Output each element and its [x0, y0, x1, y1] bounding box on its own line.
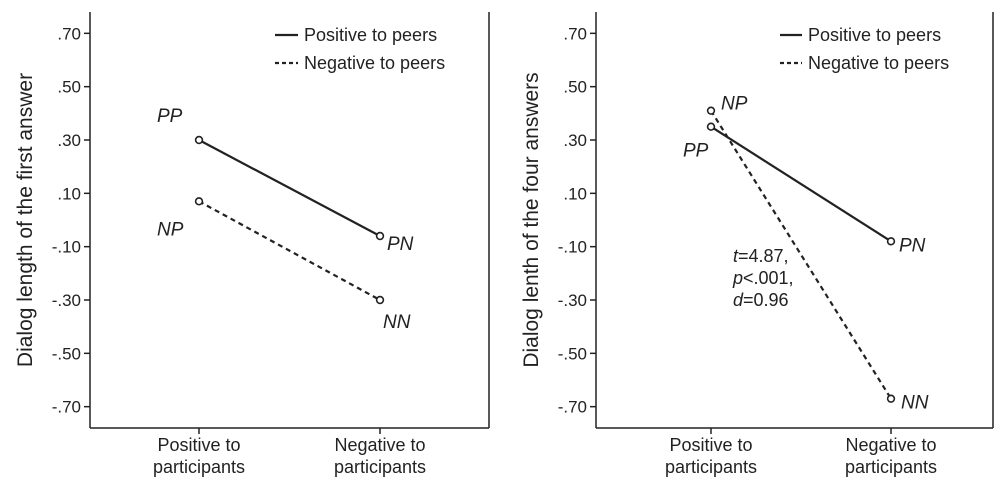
legend-label-1: Positive to peers — [304, 25, 437, 45]
stat-annotation-symbol: t — [733, 246, 739, 266]
point-label-nn: NN — [383, 312, 411, 333]
y-tick-label: -.70 — [52, 398, 81, 417]
point-label-nn: NN — [901, 393, 929, 414]
y-axis-label: Dialog lenth of the four answers — [520, 72, 543, 367]
legend-label-1: Positive to peers — [808, 25, 941, 45]
point-label-pn: PN — [899, 235, 926, 256]
data-point-np — [706, 106, 716, 115]
x-tick-label-line: Negative to — [845, 435, 936, 455]
data-point-nn — [886, 394, 896, 403]
y-axis-label: Dialog length of the first answer — [14, 73, 37, 367]
y-tick-label: -.50 — [52, 344, 81, 363]
legend-label-2: Negative to peers — [304, 53, 445, 73]
x-tick-label-line: Positive to — [157, 435, 240, 455]
stat-annotation-line: p<.001, — [732, 268, 794, 288]
y-tick-label: .10 — [57, 184, 81, 203]
y-tick-label: -.10 — [558, 238, 587, 257]
y-tick-label: .30 — [57, 131, 81, 150]
series-line-1 — [198, 139, 381, 237]
x-tick-label-line: Negative to — [334, 435, 425, 455]
y-tick-label: -.70 — [558, 398, 587, 417]
point-label-np: NP — [721, 94, 748, 115]
data-point-pp — [194, 135, 204, 145]
y-tick-label: -.10 — [52, 238, 81, 257]
stat-annotation-value: =4.87, — [738, 246, 789, 266]
stat-annotation-value: =0.96 — [743, 290, 789, 310]
data-point-pn — [375, 231, 385, 241]
series-line-1 — [710, 125, 892, 243]
y-tick-label: .10 — [563, 184, 587, 203]
legend-label-2: Negative to peers — [808, 53, 949, 73]
data-point-np — [194, 197, 204, 206]
series-line-2 — [710, 110, 892, 400]
x-tick-label: Positive to participants — [153, 435, 245, 477]
stat-annotation-line: t=4.87, — [733, 246, 789, 266]
y-tick-label: -.30 — [558, 291, 587, 310]
x-tick-label-line: Positive to — [669, 435, 752, 455]
point-label-pp: PP — [157, 106, 183, 127]
data-point-pn — [886, 237, 896, 246]
x-tick-label: Negative to participants — [334, 435, 426, 477]
y-tick-label: -.50 — [558, 344, 587, 363]
x-tick-label-line: participants — [153, 457, 245, 477]
stat-annotation-value: <.001, — [743, 268, 794, 288]
y-tick-label: .50 — [57, 78, 81, 97]
x-tick-label-line: participants — [665, 457, 757, 477]
point-label-pn: PN — [387, 234, 414, 255]
x-tick-label: Negative to participants — [845, 435, 937, 477]
series-line-2 — [198, 200, 381, 301]
stat-annotation-symbol: d — [733, 290, 744, 310]
y-tick-label: .70 — [57, 24, 81, 43]
stat-annotation-line: d=0.96 — [733, 290, 789, 310]
point-label-np: NP — [157, 219, 184, 240]
stat-annotation-symbol: p — [732, 268, 743, 288]
point-label-pp: PP — [683, 141, 709, 162]
y-tick-label: .70 — [563, 24, 587, 43]
x-tick-label-line: participants — [334, 457, 426, 477]
x-tick-label: Positive to participants — [665, 435, 757, 477]
y-tick-label: -.30 — [52, 291, 81, 310]
data-point-nn — [375, 295, 385, 305]
y-tick-label: .30 — [563, 131, 587, 150]
y-tick-label: .50 — [563, 78, 587, 97]
x-tick-label-line: participants — [845, 457, 937, 477]
data-point-pp — [706, 122, 716, 131]
